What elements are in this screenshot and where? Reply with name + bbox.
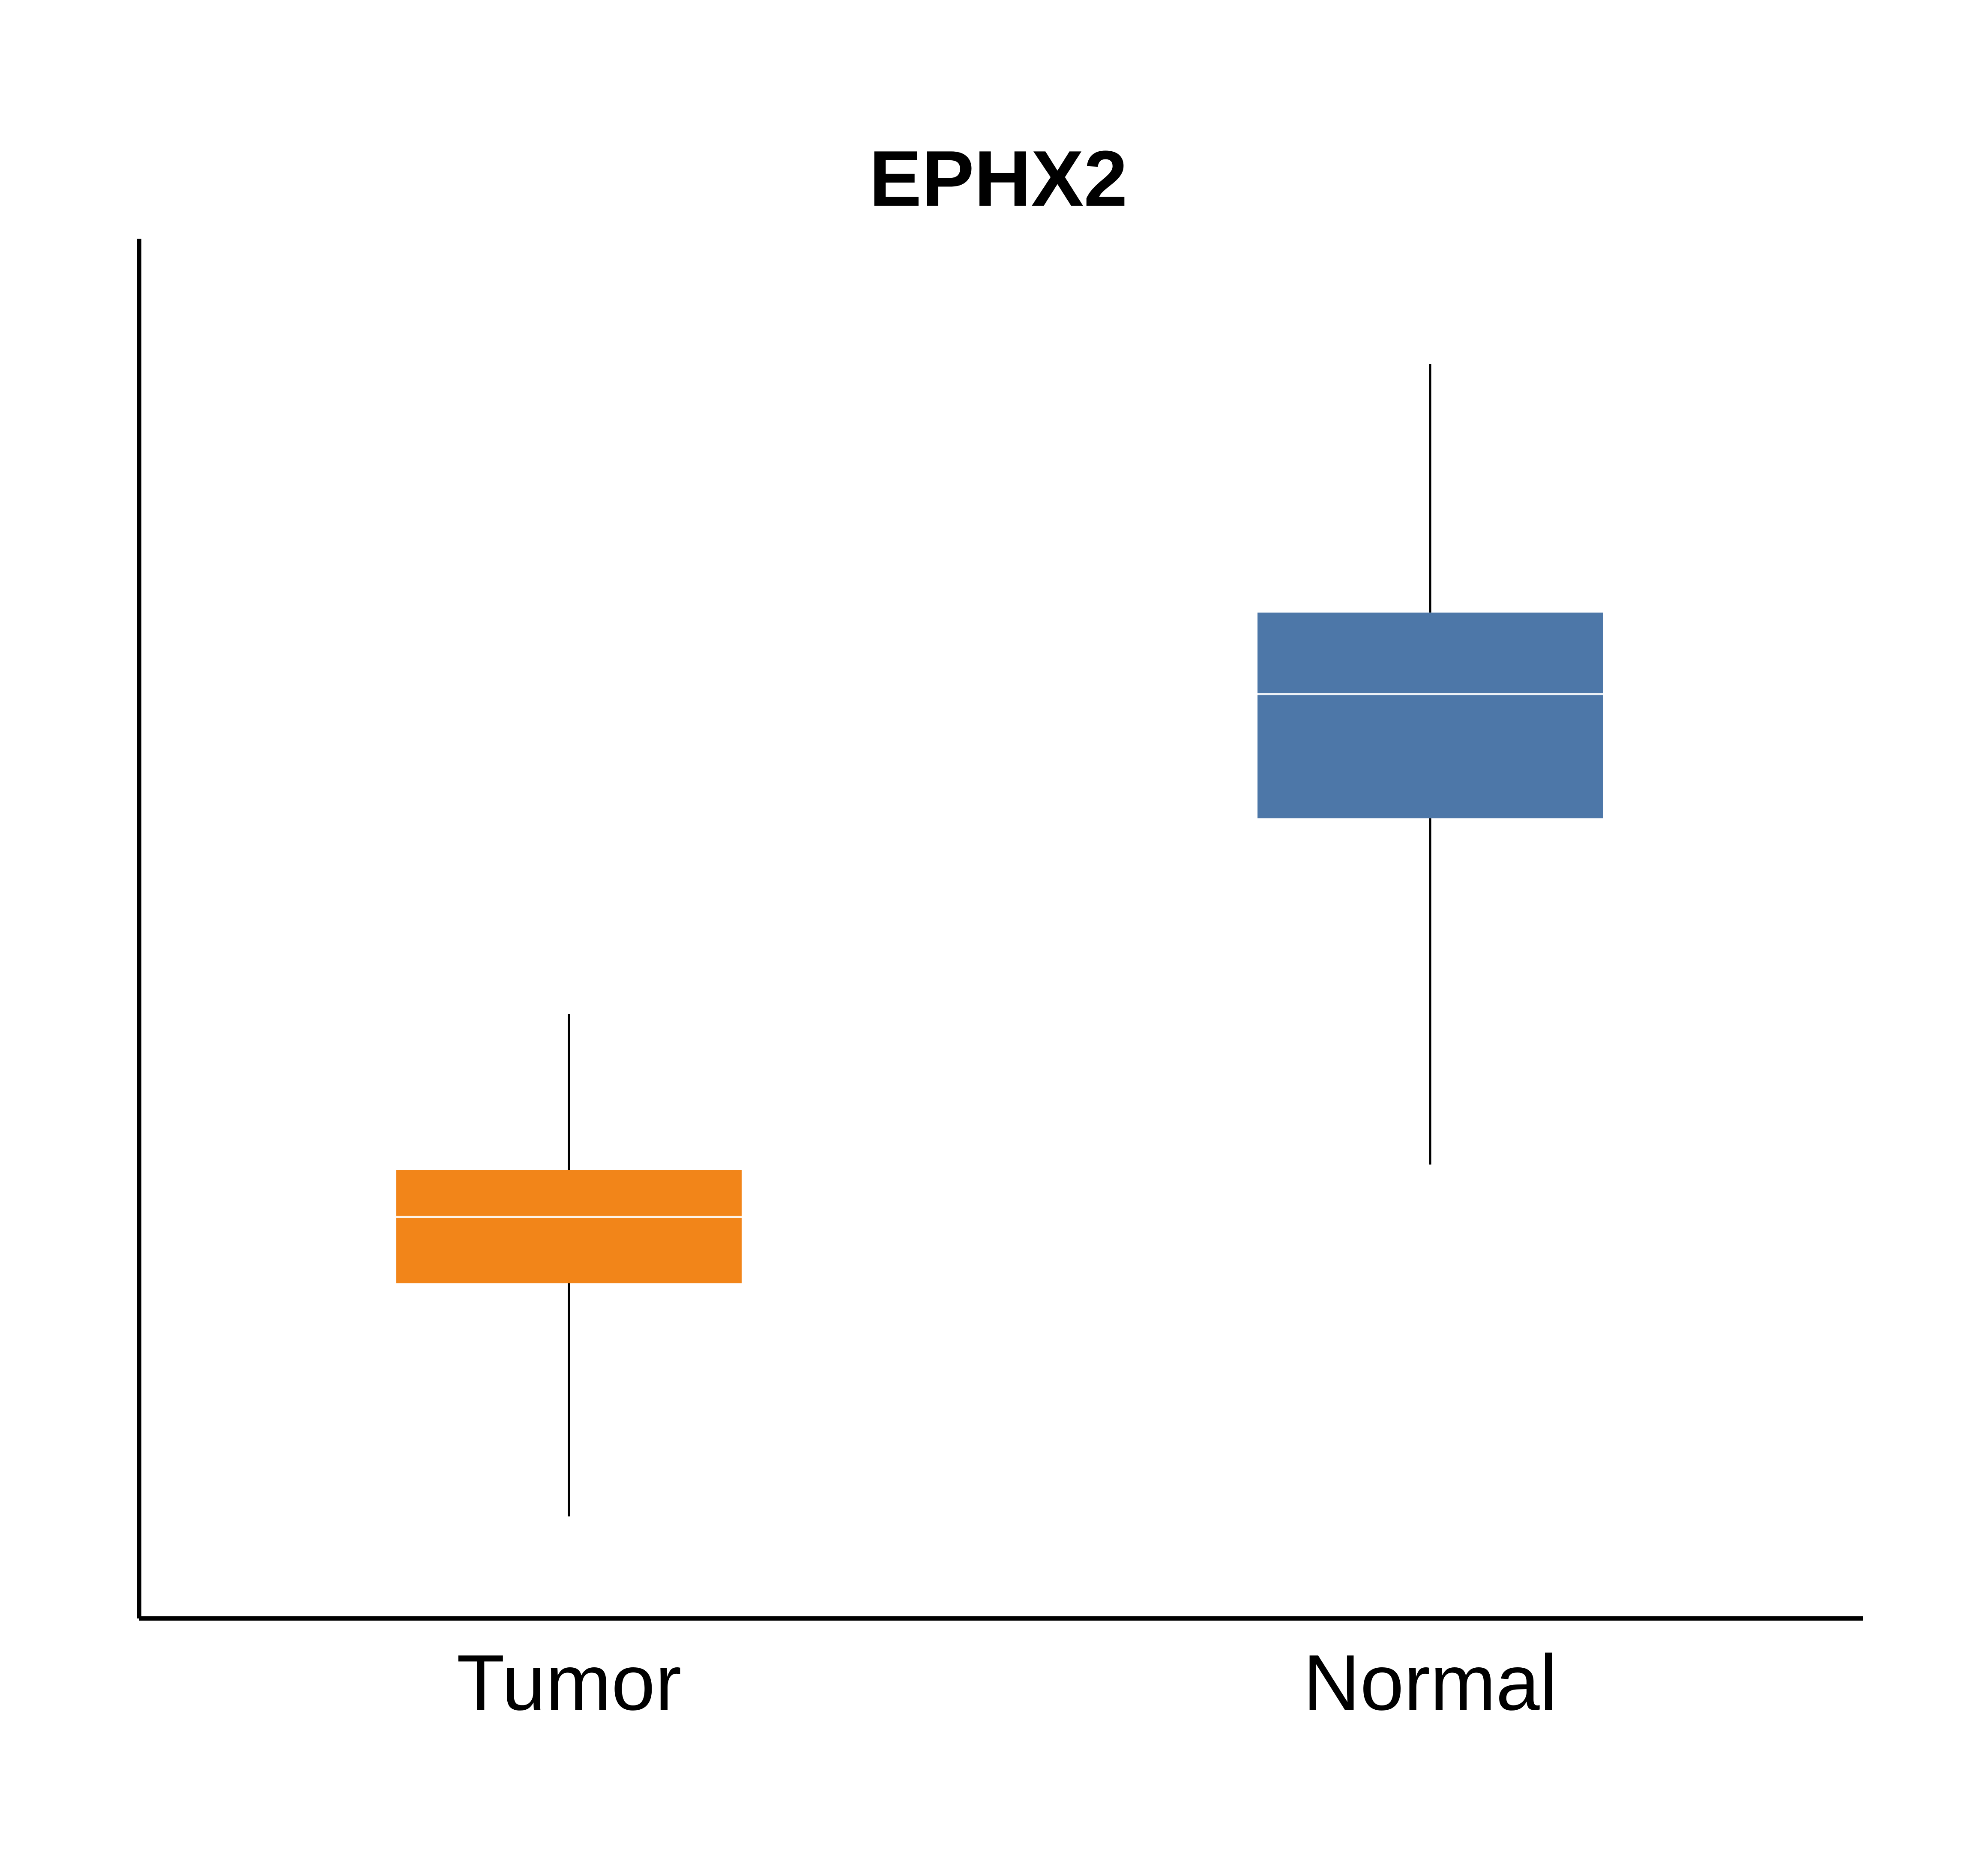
chart-title: EPHX2 bbox=[869, 134, 1127, 222]
boxes-layer bbox=[396, 364, 1603, 1516]
x-tick-label-normal: Normal bbox=[1303, 1638, 1557, 1726]
box-group-normal bbox=[1257, 364, 1603, 1165]
box-normal bbox=[1257, 612, 1603, 818]
x-tick-label-tumor: Tumor bbox=[457, 1638, 682, 1726]
x-tick-labels: Tumor Normal bbox=[457, 1638, 1557, 1726]
box-group-tumor bbox=[396, 1014, 742, 1516]
box-tumor bbox=[396, 1170, 742, 1283]
